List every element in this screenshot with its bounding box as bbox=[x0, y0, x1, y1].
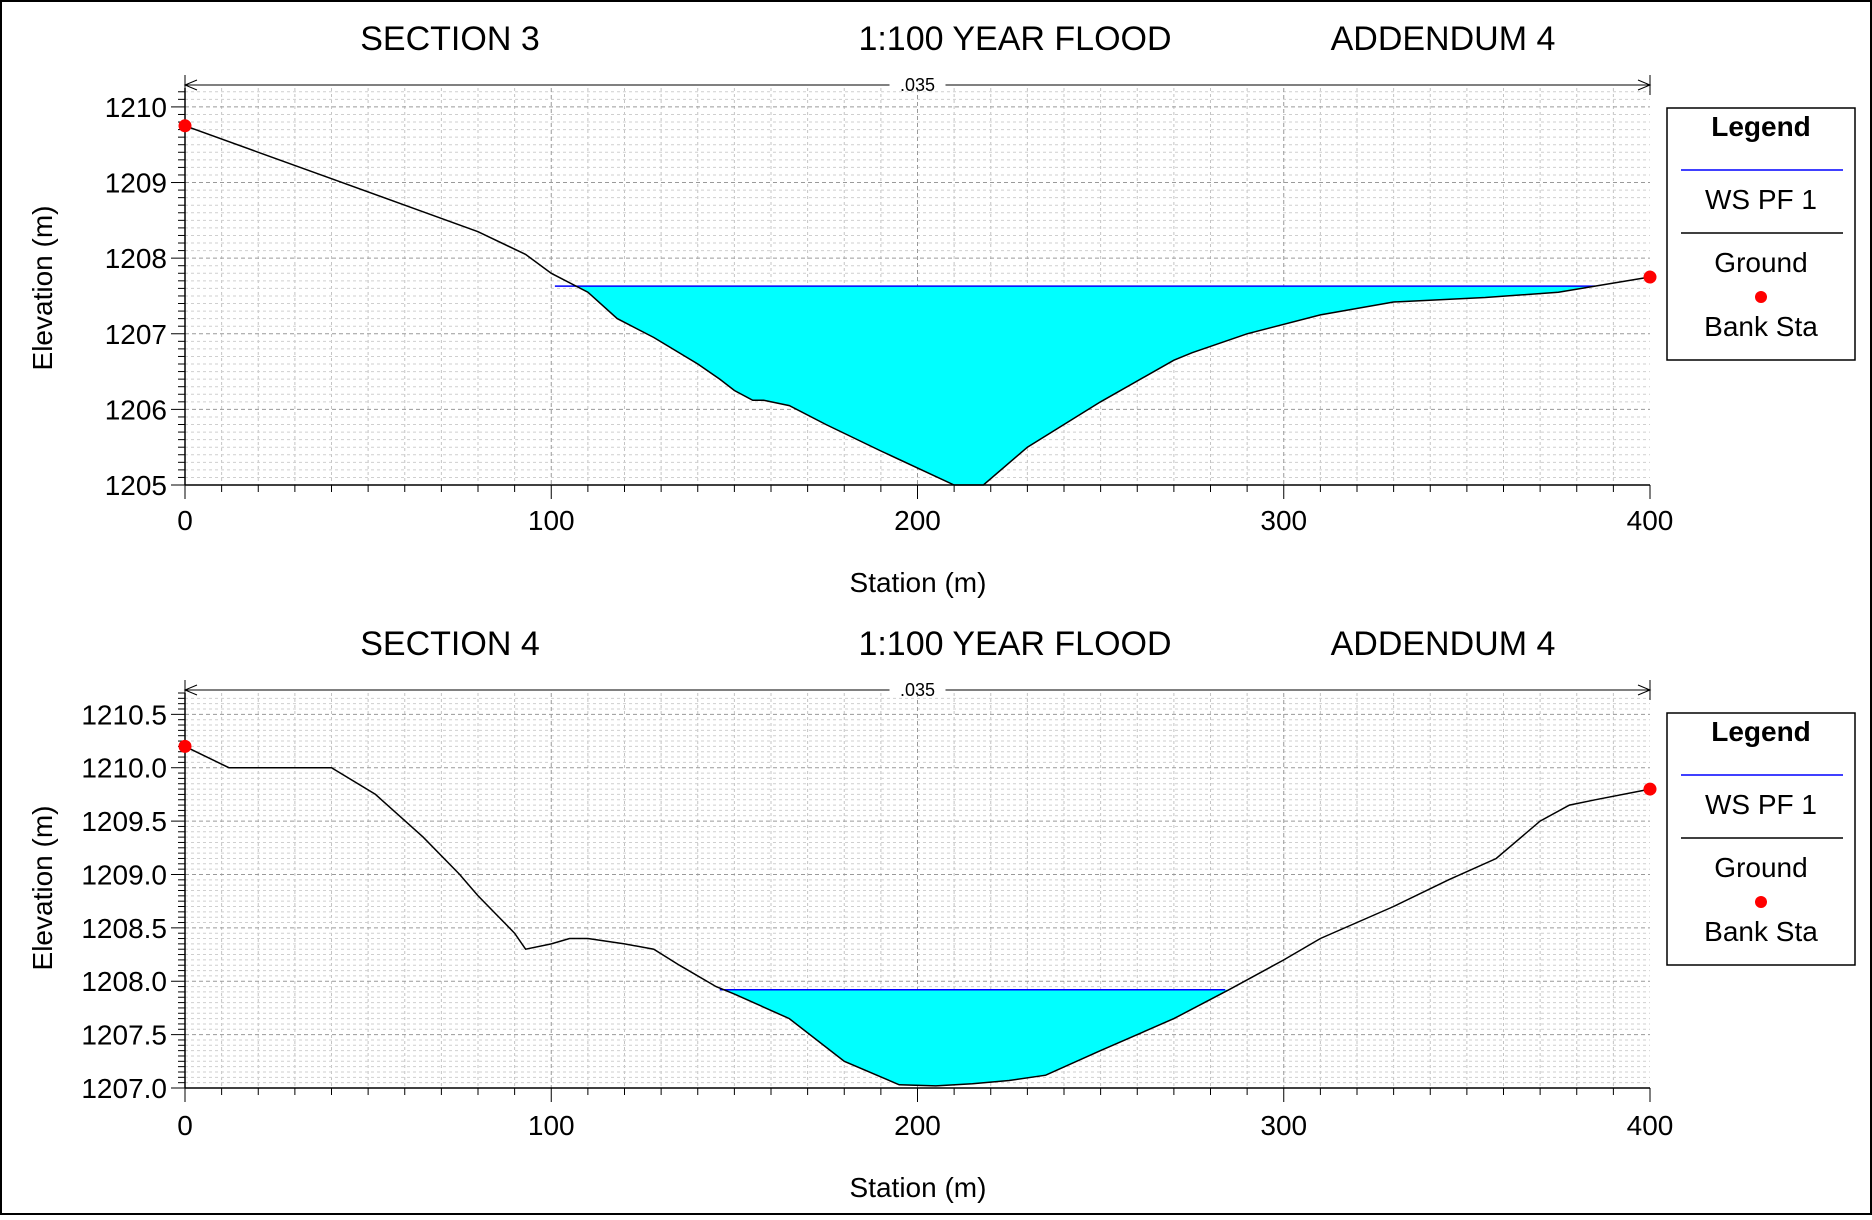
legend-ground-label: Ground bbox=[1714, 247, 1807, 278]
legend-title: Legend bbox=[1711, 716, 1811, 747]
ground-line bbox=[184, 125, 1651, 486]
manning-n-indicator: .035 bbox=[183, 680, 1652, 700]
x-tick-label: 0 bbox=[177, 1110, 193, 1141]
manning-arrow-left bbox=[183, 684, 198, 696]
y-tick-label: 1209.0 bbox=[81, 859, 167, 890]
chart-title-right: ADDENDUM 4 bbox=[1331, 625, 1556, 663]
chart-title-center: 1:100 YEAR FLOOD bbox=[858, 625, 1171, 663]
ground-line bbox=[184, 745, 1651, 1087]
bank-station-point bbox=[178, 119, 192, 133]
legend-bank-label: Bank Sta bbox=[1704, 916, 1818, 947]
legend-box bbox=[1666, 107, 1856, 361]
legend: Legend WS PF 1 Ground Bank Sta bbox=[1666, 712, 1856, 966]
manning-n-label: .035 bbox=[900, 680, 935, 700]
chart-title-left: SECTION 4 bbox=[360, 625, 539, 663]
x-axis-label: Station (m) bbox=[850, 1172, 987, 1203]
y-axis-label: Elevation (m) bbox=[27, 206, 58, 371]
y-tick-label: 1207.0 bbox=[81, 1073, 167, 1104]
chart-title-left: SECTION 3 bbox=[360, 20, 539, 58]
y-tick-label: 1206 bbox=[105, 394, 167, 425]
y-tick-label: 1210.0 bbox=[81, 753, 167, 784]
y-tick-label: 1205 bbox=[105, 470, 167, 501]
y-tick-label: 1210 bbox=[105, 92, 167, 123]
chart-title-right: ADDENDUM 4 bbox=[1331, 20, 1556, 58]
x-tick-label: 300 bbox=[1260, 1110, 1307, 1141]
y-tick-label: 1207.5 bbox=[81, 1020, 167, 1051]
bank-station-markers bbox=[178, 119, 1657, 284]
x-tick-label: 400 bbox=[1627, 505, 1674, 536]
x-axis-label: Station (m) bbox=[850, 567, 987, 598]
legend-bank-marker bbox=[1755, 896, 1767, 908]
water-area bbox=[576, 286, 1596, 485]
y-tick-label: 1208 bbox=[105, 243, 167, 274]
ground-profile bbox=[184, 125, 1651, 486]
manning-n-label: .035 bbox=[900, 75, 935, 95]
x-tick-label: 200 bbox=[894, 505, 941, 536]
axis-ticks: 0 100 200 300 400 1207.0 1207.5 1208.0 1208.5 120… bbox=[81, 692, 1674, 1141]
y-axis-label: Elevation (m) bbox=[27, 806, 58, 971]
legend-bank-label: Bank Sta bbox=[1704, 311, 1818, 342]
y-tick-label: 1210.5 bbox=[81, 699, 167, 730]
legend-title: Legend bbox=[1711, 111, 1811, 142]
bank-station-point bbox=[1643, 270, 1657, 284]
legend-bank-marker bbox=[1755, 291, 1767, 303]
y-tick-label: 1208.0 bbox=[81, 966, 167, 997]
x-tick-label: 300 bbox=[1260, 505, 1307, 536]
bank-station-markers bbox=[178, 739, 1657, 796]
manning-n-indicator: .035 bbox=[183, 75, 1652, 95]
x-tick-label: 100 bbox=[528, 1110, 575, 1141]
manning-arrow-left bbox=[183, 79, 198, 91]
legend-box bbox=[1666, 712, 1856, 966]
manning-arrow-right bbox=[1637, 684, 1652, 696]
x-tick-label: 400 bbox=[1627, 1110, 1674, 1141]
legend-ground-label: Ground bbox=[1714, 852, 1807, 883]
bank-station-point bbox=[178, 739, 192, 753]
legend-ws-label: WS PF 1 bbox=[1705, 184, 1817, 215]
y-tick-label: 1209.5 bbox=[81, 806, 167, 837]
x-tick-label: 100 bbox=[528, 505, 575, 536]
x-tick-label: 0 bbox=[177, 505, 193, 536]
chart-title-center: 1:100 YEAR FLOOD bbox=[858, 20, 1171, 58]
legend-ws-label: WS PF 1 bbox=[1705, 789, 1817, 820]
water-fill bbox=[723, 989, 1229, 1086]
water-fill bbox=[576, 286, 1596, 485]
manning-arrow-right bbox=[1637, 79, 1652, 91]
bank-station-point bbox=[1643, 782, 1657, 796]
y-tick-label: 1208.5 bbox=[81, 913, 167, 944]
x-tick-label: 200 bbox=[894, 1110, 941, 1141]
water-area bbox=[723, 989, 1229, 1086]
y-tick-label: 1207 bbox=[105, 319, 167, 350]
legend: Legend WS PF 1 Ground Bank Sta bbox=[1666, 107, 1856, 361]
axis-ticks: 0 100 200 300 400 1205 1206 1207 1208 1209 1210 bbox=[105, 91, 1674, 536]
y-tick-label: 1209 bbox=[105, 168, 167, 199]
ground-profile bbox=[184, 745, 1651, 1087]
